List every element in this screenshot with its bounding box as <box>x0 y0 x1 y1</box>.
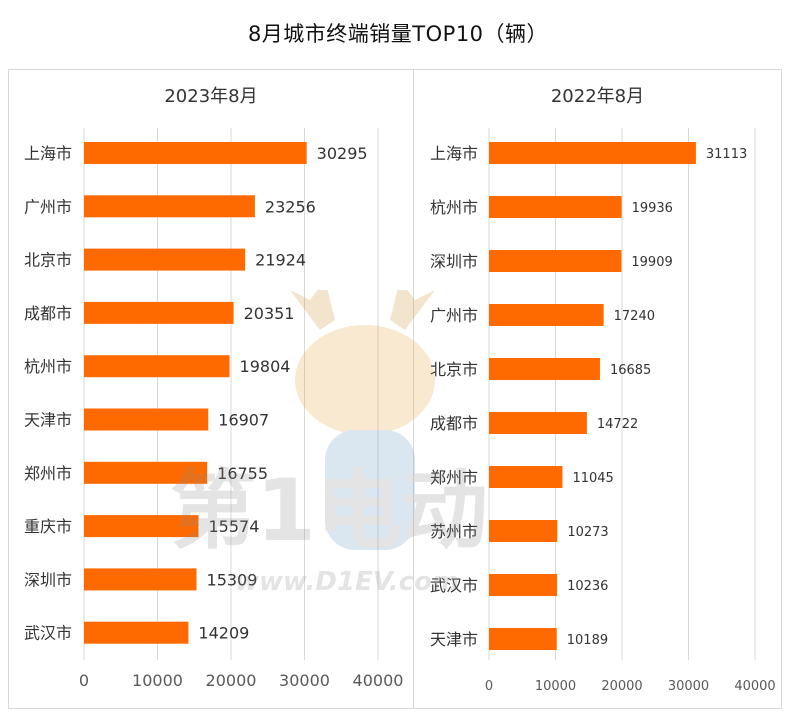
value-label-right-7: 10273 <box>567 525 608 540</box>
category-label-left-9: 武汉市 <box>24 624 72 643</box>
bar-right-0 <box>489 142 696 164</box>
value-label-left-3: 20351 <box>244 304 295 323</box>
bar-right-2 <box>489 250 622 272</box>
bar-right-5 <box>489 412 587 434</box>
bar-left-0 <box>84 142 307 164</box>
bar-right-6 <box>489 466 563 488</box>
category-label-right-9: 天津市 <box>430 630 478 649</box>
bar-left-8 <box>84 568 197 591</box>
category-label-left-0: 上海市 <box>24 144 72 163</box>
bar-left-4 <box>84 355 230 378</box>
category-label-right-0: 上海市 <box>430 144 478 163</box>
bar-right-1 <box>489 196 622 218</box>
value-label-right-8: 10236 <box>567 579 608 594</box>
category-label-left-5: 天津市 <box>24 411 72 430</box>
bar-left-3 <box>84 301 234 324</box>
value-label-left-9: 14209 <box>198 624 249 643</box>
value-label-right-4: 16685 <box>610 363 651 378</box>
category-label-right-4: 北京市 <box>430 360 478 379</box>
x-tick-label-left-2: 20000 <box>206 671 257 690</box>
x-tick-label-right-3: 30000 <box>668 679 709 694</box>
category-label-right-3: 广州市 <box>430 306 478 325</box>
bar-right-3 <box>489 304 604 326</box>
value-label-left-1: 23256 <box>265 197 316 216</box>
x-tick-label-left-4: 40000 <box>353 671 404 690</box>
bar-left-5 <box>84 408 209 431</box>
category-label-right-7: 苏州市 <box>430 522 478 541</box>
category-label-right-5: 成都市 <box>430 414 478 433</box>
value-label-left-6: 16755 <box>217 464 268 483</box>
category-label-right-8: 武汉市 <box>430 576 478 595</box>
panel-title-2022: 2022年8月 <box>550 86 645 107</box>
x-tick-label-right-1: 10000 <box>535 679 576 694</box>
value-label-right-3: 17240 <box>614 309 655 324</box>
x-tick-label-left-3: 30000 <box>279 671 330 690</box>
category-label-left-6: 郑州市 <box>24 464 72 483</box>
category-label-right-1: 杭州市 <box>430 198 478 217</box>
category-label-left-4: 杭州市 <box>24 357 72 376</box>
category-label-left-8: 深圳市 <box>24 570 72 589</box>
bar-left-9 <box>84 621 189 644</box>
value-label-right-9: 10189 <box>567 633 608 648</box>
bar-right-7 <box>489 520 558 542</box>
bar-left-7 <box>84 515 199 538</box>
value-label-right-1: 19936 <box>632 201 673 216</box>
value-label-right-5: 14722 <box>597 417 638 432</box>
bar-right-4 <box>489 358 600 380</box>
panel-2022: 2022年8月 <box>413 69 782 709</box>
bar-right-9 <box>489 628 557 650</box>
x-tick-label-right-0: 0 <box>485 679 493 694</box>
x-tick-label-left-0: 0 <box>79 671 89 690</box>
value-label-right-0: 31113 <box>706 147 747 162</box>
panel-title-2023: 2023年8月 <box>164 86 258 107</box>
bar-left-2 <box>84 248 246 271</box>
category-label-left-7: 重庆市 <box>24 517 72 536</box>
panel-2023: 2023年8月 <box>8 69 414 709</box>
bar-left-6 <box>84 461 208 484</box>
value-label-left-8: 15309 <box>207 570 258 589</box>
value-label-right-6: 11045 <box>572 471 613 486</box>
value-label-left-2: 21924 <box>255 251 306 270</box>
value-label-left-7: 15574 <box>208 517 259 536</box>
category-label-right-6: 郑州市 <box>430 468 478 487</box>
category-label-left-2: 北京市 <box>24 251 72 270</box>
x-tick-label-right-2: 20000 <box>601 679 642 694</box>
category-label-left-1: 广州市 <box>24 197 72 216</box>
bar-right-8 <box>489 574 558 596</box>
bar-left-1 <box>84 195 255 218</box>
value-label-left-5: 16907 <box>218 411 269 430</box>
category-label-right-2: 深圳市 <box>430 252 478 271</box>
category-label-left-3: 成都市 <box>24 304 72 323</box>
main-title: 8月城市终端销量TOP10（辆） <box>247 22 549 46</box>
value-label-left-4: 19804 <box>240 357 291 376</box>
x-tick-label-right-4: 40000 <box>734 679 775 694</box>
value-label-right-2: 19909 <box>631 255 672 270</box>
x-tick-label-left-1: 10000 <box>132 671 183 690</box>
value-label-left-0: 30295 <box>317 144 368 163</box>
